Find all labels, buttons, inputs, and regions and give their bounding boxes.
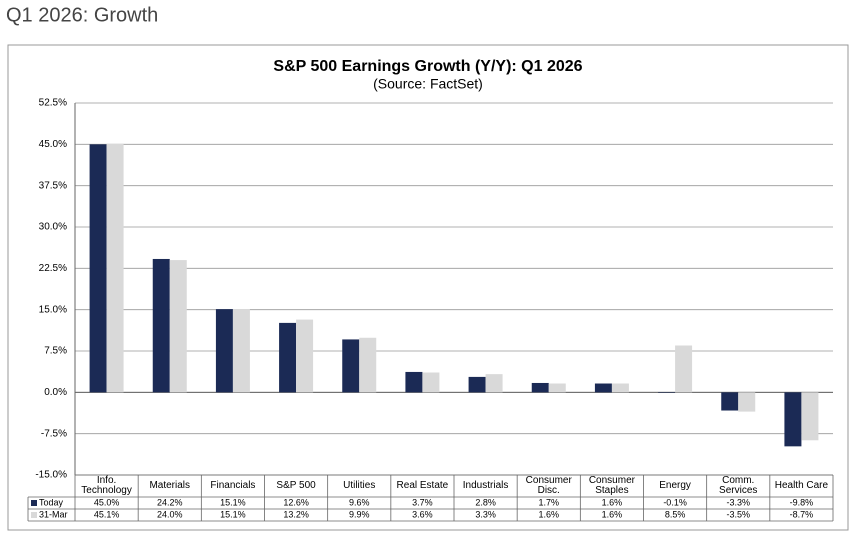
bar — [152, 258, 170, 393]
x-tick-label-box: S&P 500 — [276, 480, 316, 491]
table-value: 8.5% — [665, 509, 686, 519]
table-value: 1.6% — [602, 509, 623, 519]
bar — [611, 383, 629, 393]
bar — [296, 319, 314, 393]
x-tick-label: S&P 500 — [276, 480, 316, 491]
bar — [405, 371, 423, 393]
x-tick-label: Financials — [210, 480, 256, 491]
x-tick-label: Energy — [659, 480, 691, 491]
table-value: 3.7% — [412, 497, 433, 507]
x-tick-label-box: Comm. Services — [719, 475, 758, 496]
bar — [548, 383, 566, 393]
x-tick-label: Materials — [149, 480, 191, 491]
bar — [422, 372, 440, 393]
y-tick-label: 37.5% — [39, 180, 67, 191]
table-value: 3.6% — [412, 509, 433, 519]
x-tick-label-box: Consumer Disc. — [525, 475, 572, 496]
table-value: 1.6% — [538, 509, 559, 519]
bar — [721, 392, 739, 411]
bar — [801, 392, 819, 441]
table-value: 12.6% — [283, 497, 309, 507]
bar — [106, 143, 124, 393]
y-tick-label: -15.0% — [35, 470, 67, 481]
table-value: 3.3% — [475, 509, 496, 519]
x-tick-label-box: Utilities — [343, 480, 376, 491]
bar — [89, 144, 107, 393]
table-value: -0.1% — [663, 497, 687, 507]
legend-marker — [31, 512, 37, 518]
y-tick-label: 45.0% — [39, 139, 67, 150]
x-tick-label-box: Financials — [210, 480, 256, 491]
bar — [485, 374, 503, 393]
y-tick-label: -7.5% — [41, 428, 67, 439]
table-value: 24.2% — [157, 497, 183, 507]
y-tick-label: 22.5% — [39, 263, 67, 274]
x-tick-label-box: Consumer Staples — [588, 475, 635, 496]
bar — [342, 339, 360, 393]
page-title: Q1 2026: Growth — [6, 4, 158, 26]
x-tick-label-box: Health Care — [774, 480, 829, 491]
table-value: -9.8% — [790, 497, 814, 507]
y-tick-label: 52.5% — [39, 98, 67, 109]
y-tick-label: 0.0% — [44, 387, 67, 398]
x-tick-label: Info. Technology — [81, 475, 132, 496]
table-value: -8.7% — [790, 509, 814, 519]
table-value: 1.6% — [602, 497, 623, 507]
x-tick-label-box: Industrials — [462, 480, 509, 491]
x-tick-label-box: Info. Technology — [81, 475, 132, 496]
x-tick-label: Health Care — [774, 480, 829, 491]
chart-border — [7, 44, 849, 531]
table-value: 13.2% — [283, 509, 309, 519]
table-value: 45.1% — [94, 509, 120, 519]
chart-title: S&P 500 Earnings Growth (Y/Y): Q1 2026 — [273, 58, 582, 75]
bar — [784, 392, 802, 447]
chart-subtitle: (Source: FactSet) — [373, 76, 483, 92]
bar — [531, 382, 549, 393]
table-value: -3.3% — [726, 497, 750, 507]
table-value: 9.6% — [349, 497, 370, 507]
table-value: -3.5% — [726, 509, 750, 519]
table-value: 1.7% — [538, 497, 559, 507]
legend-label: Today — [39, 497, 64, 507]
bar — [359, 337, 377, 393]
table-value: 9.9% — [349, 509, 370, 519]
y-tick-label: 7.5% — [44, 346, 67, 357]
x-tick-label: Real Estate — [396, 480, 449, 491]
bar — [169, 260, 187, 393]
bar — [594, 383, 612, 393]
x-tick-label-box: Real Estate — [396, 480, 449, 491]
table-value: 15.1% — [220, 497, 246, 507]
x-tick-label: Consumer Staples — [588, 475, 635, 496]
bar — [468, 376, 486, 393]
x-tick-label-box: Materials — [149, 480, 191, 491]
bar — [232, 309, 250, 393]
table-value: 24.0% — [157, 509, 183, 519]
x-tick-label: Consumer Disc. — [525, 475, 572, 496]
bar — [738, 392, 756, 412]
x-tick-label: Comm. Services — [719, 475, 758, 496]
y-tick-label: 30.0% — [39, 222, 67, 233]
table-value: 15.1% — [220, 509, 246, 519]
bar — [215, 309, 233, 393]
legend-marker — [31, 500, 37, 506]
x-tick-label: Utilities — [343, 480, 376, 491]
x-tick-label-box: Energy — [659, 480, 691, 491]
bar — [658, 392, 676, 393]
table-value: 2.8% — [475, 497, 496, 507]
x-tick-label: Industrials — [462, 480, 509, 491]
legend-label: 31-Mar — [39, 509, 68, 519]
bar — [675, 345, 693, 393]
bar — [279, 322, 297, 393]
y-tick-label: 15.0% — [39, 304, 67, 315]
table-value: 45.0% — [94, 497, 120, 507]
